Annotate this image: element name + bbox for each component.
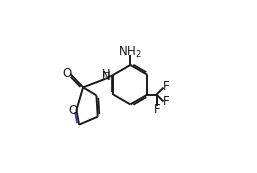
Text: F: F	[162, 95, 169, 108]
Text: F: F	[154, 103, 160, 116]
Text: F: F	[162, 80, 169, 93]
Text: NH$_2$: NH$_2$	[118, 44, 142, 60]
Text: O: O	[68, 103, 77, 116]
Text: N: N	[102, 70, 111, 83]
Text: H: H	[102, 69, 110, 79]
Text: O: O	[63, 67, 72, 80]
